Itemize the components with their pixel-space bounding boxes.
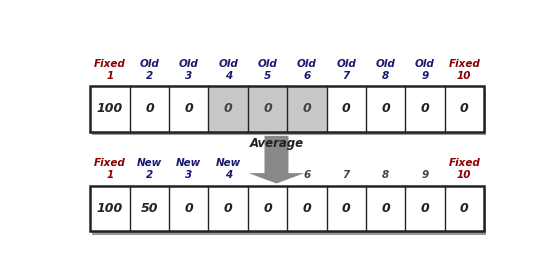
Text: 0: 0	[342, 202, 351, 215]
Text: 4: 4	[225, 71, 232, 81]
Text: 0: 0	[381, 102, 390, 115]
Text: Old: Old	[218, 59, 238, 69]
Text: 2: 2	[146, 71, 153, 81]
Text: 6: 6	[303, 71, 310, 81]
Text: 0: 0	[145, 102, 154, 115]
Text: 0: 0	[224, 202, 232, 215]
Bar	[91, 186, 484, 231]
Text: 8: 8	[382, 71, 389, 81]
Text: Fixed: Fixed	[94, 59, 126, 69]
Bar	[209, 86, 248, 132]
Text: 1: 1	[107, 71, 114, 81]
Text: 0: 0	[263, 102, 272, 115]
Text: 2: 2	[146, 170, 153, 180]
Text: Fixed: Fixed	[94, 158, 126, 168]
Bar	[248, 86, 287, 132]
Text: 100: 100	[97, 202, 123, 215]
Text: 7: 7	[343, 170, 350, 180]
Text: Old: Old	[336, 59, 356, 69]
Bar	[92, 90, 486, 135]
Text: Old: Old	[140, 59, 160, 69]
Text: Fixed: Fixed	[448, 158, 480, 168]
Text: 0: 0	[381, 202, 390, 215]
Text: 0: 0	[460, 102, 469, 115]
Text: 0: 0	[263, 202, 272, 215]
Text: 0: 0	[302, 202, 311, 215]
Text: New: New	[176, 158, 201, 168]
Text: 0: 0	[421, 202, 429, 215]
Text: Old: Old	[415, 59, 435, 69]
Text: 0: 0	[342, 102, 351, 115]
Text: 5: 5	[264, 170, 271, 180]
Text: 0: 0	[421, 102, 429, 115]
Text: 1: 1	[107, 170, 114, 180]
Text: 3: 3	[185, 71, 193, 81]
Text: New: New	[215, 158, 241, 168]
Text: 10: 10	[457, 170, 471, 180]
Text: 0: 0	[184, 102, 193, 115]
Bar	[91, 86, 484, 132]
Text: 0: 0	[460, 202, 469, 215]
Bar	[91, 86, 484, 132]
Text: 6: 6	[303, 170, 310, 180]
Text: Old: Old	[258, 59, 277, 69]
Text: 5: 5	[264, 71, 271, 81]
Text: Fixed: Fixed	[448, 59, 480, 69]
Text: 9: 9	[421, 71, 428, 81]
Text: 9: 9	[421, 170, 428, 180]
Text: 0: 0	[184, 202, 193, 215]
Bar	[91, 186, 484, 231]
Text: 3: 3	[185, 170, 193, 180]
Text: 50: 50	[141, 202, 158, 215]
Text: 0: 0	[224, 102, 232, 115]
Text: Average: Average	[250, 137, 304, 150]
Text: 4: 4	[225, 170, 232, 180]
Text: Old: Old	[179, 59, 199, 69]
Bar	[287, 86, 327, 132]
Text: Old: Old	[376, 59, 395, 69]
Bar	[92, 189, 486, 235]
Text: Old: Old	[297, 59, 317, 69]
Text: New: New	[137, 158, 162, 168]
Polygon shape	[248, 136, 304, 183]
Text: 7: 7	[343, 71, 350, 81]
Text: 8: 8	[382, 170, 389, 180]
Text: 0: 0	[302, 102, 311, 115]
Text: 10: 10	[457, 71, 471, 81]
Text: 100: 100	[97, 102, 123, 115]
